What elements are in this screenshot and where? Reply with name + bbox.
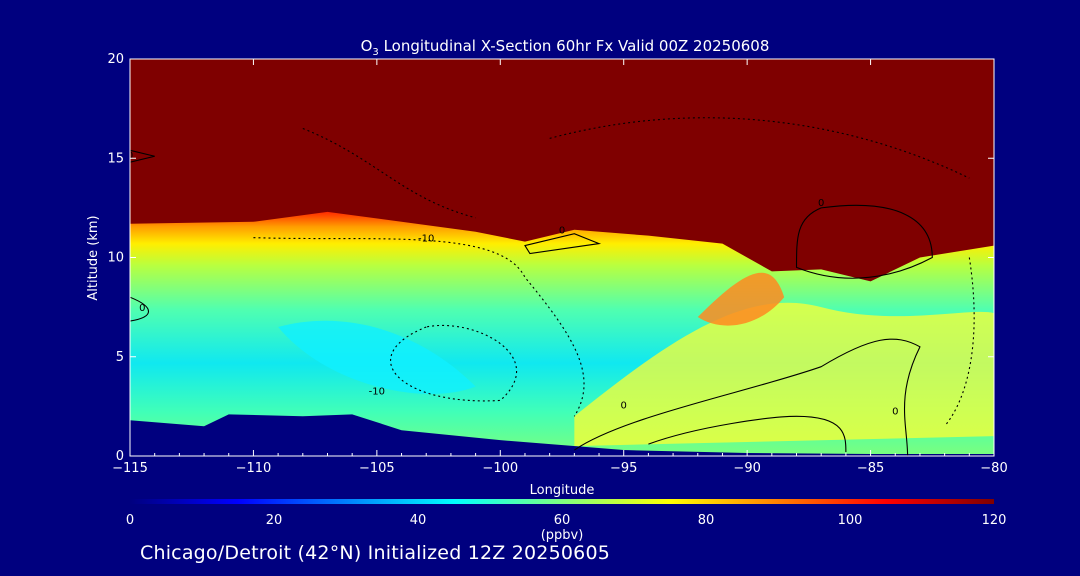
contour-line <box>574 338 921 456</box>
colorbar-tick-label: 60 <box>554 513 571 528</box>
colorbar <box>130 499 994 504</box>
contour-label: 0 <box>818 198 824 209</box>
y-tick-label: 10 <box>107 251 124 266</box>
y-axis-label: Altitude (km) <box>86 215 101 300</box>
terrain <box>130 414 994 456</box>
colorbar-tick-label: 40 <box>410 513 427 528</box>
contour-line <box>524 233 602 255</box>
contour-label: 0 <box>621 400 627 411</box>
contour-line <box>253 237 585 417</box>
x-tick-label: −85 <box>857 461 884 476</box>
plume-high-ozone <box>574 302 994 447</box>
plume-core <box>697 272 785 326</box>
contour-label: 0 <box>892 406 898 417</box>
colorbar-tick-label: 80 <box>698 513 715 528</box>
contour-line <box>130 149 155 163</box>
y-axis: 0 5 10 15 20 <box>107 52 994 464</box>
y-tick-label: 5 <box>116 350 124 365</box>
x-tick-label: −105 <box>359 461 395 476</box>
x-tick-label: −90 <box>733 461 760 476</box>
contour-label: 0 <box>139 303 145 314</box>
contour-overlay: -10 -10 0 0 0 0 0 0 <box>127 117 975 456</box>
y-tick-label: 15 <box>107 151 124 166</box>
colorbar-unit-label: (ppbv) <box>541 528 584 543</box>
contour-line <box>390 324 517 402</box>
colorbar-tick-label: 120 <box>982 513 1007 528</box>
footer-caption: Chicago/Detroit (42°N) Initialized 12Z 2… <box>140 542 611 564</box>
y-tick-label: 0 <box>116 449 124 464</box>
contour-line <box>549 117 970 179</box>
low-ozone-pocket <box>278 320 476 394</box>
contour-line <box>130 296 150 322</box>
contour-line <box>648 415 847 453</box>
x-tick-label: −110 <box>236 461 272 476</box>
contour-line <box>944 257 975 427</box>
contour-label: -10 <box>418 234 434 245</box>
colorbar-tick-label: 20 <box>266 513 283 528</box>
x-tick-label: −95 <box>610 461 637 476</box>
x-axis-label: Longitude <box>530 483 595 498</box>
y-tick-label: 20 <box>107 52 124 67</box>
contour-label: -10 <box>369 386 385 397</box>
contour-label: 0 <box>559 226 565 237</box>
colorbar-tick-label: 0 <box>126 513 134 528</box>
colorbar-ticks: 0 20 40 60 80 100 120 <box>126 513 1007 528</box>
contour-label: 0 <box>127 150 133 161</box>
x-tick-label: −115 <box>112 461 148 476</box>
x-axis: −115 −110 −105 −100 −95 −90 −85 −80 <box>112 59 1008 476</box>
contour-line <box>795 204 933 279</box>
plot-area <box>130 59 994 456</box>
x-tick-label: −80 <box>980 461 1007 476</box>
colorbar-tick-label: 100 <box>838 513 863 528</box>
x-tick-label: −100 <box>482 461 518 476</box>
chart-title: O3 Longitudinal X-Section 60hr Fx Valid … <box>361 37 770 58</box>
